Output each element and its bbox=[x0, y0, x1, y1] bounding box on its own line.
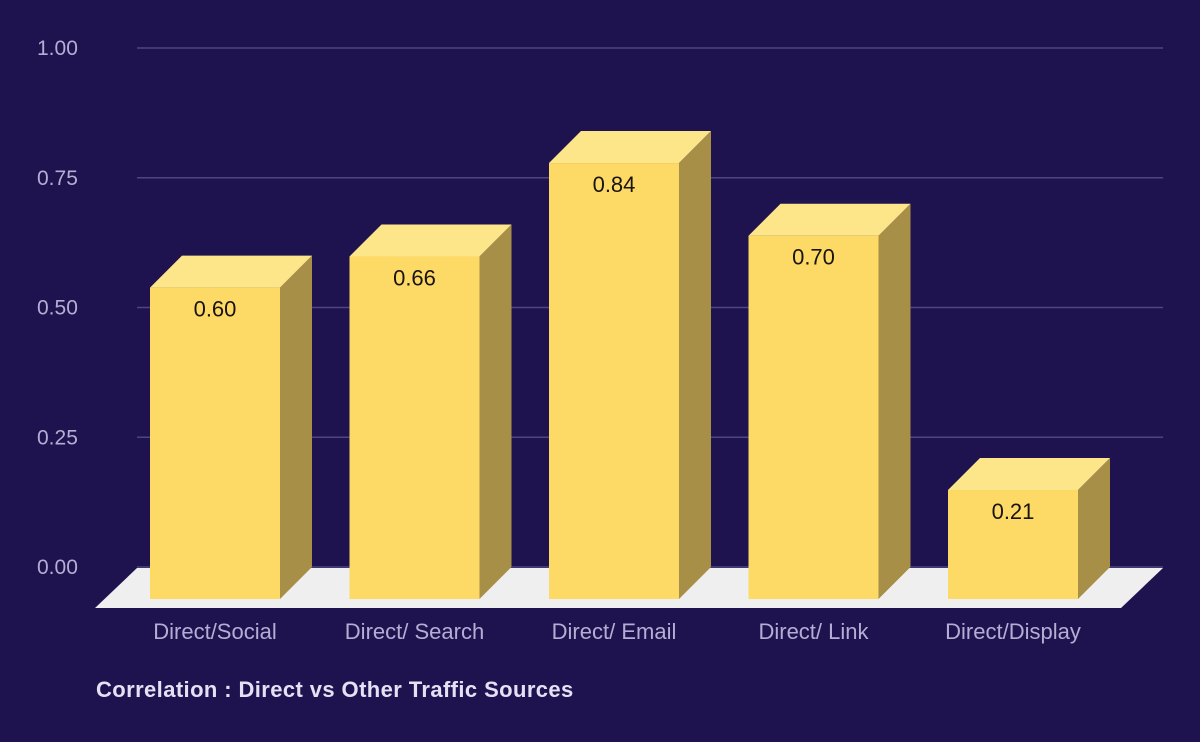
bar-side bbox=[878, 203, 911, 599]
bar-top bbox=[748, 203, 911, 236]
bar: 0.60 bbox=[150, 255, 312, 599]
bar-top bbox=[549, 131, 711, 164]
chart-title: Correlation : Direct vs Other Traffic So… bbox=[96, 677, 574, 702]
bar-top bbox=[948, 458, 1110, 491]
data-label: 0.66 bbox=[393, 265, 436, 290]
bar-front bbox=[549, 163, 679, 600]
y-tick-label: 0.00 bbox=[37, 556, 78, 579]
y-tick-label: 1.00 bbox=[37, 37, 78, 60]
bar-side bbox=[679, 131, 711, 600]
x-tick-label: Direct/ Search bbox=[345, 619, 484, 644]
bar: 0.70 bbox=[748, 203, 911, 599]
data-label: 0.70 bbox=[792, 245, 835, 270]
bars: 0.60 0.66 0.84 0.70 0.21 bbox=[150, 131, 1110, 600]
bar-side bbox=[479, 224, 512, 599]
x-tick-label: Direct/Social bbox=[153, 619, 276, 644]
bar-front bbox=[748, 235, 879, 599]
bar-front bbox=[948, 490, 1078, 599]
y-tick-label: 0.50 bbox=[37, 297, 78, 320]
bar: 0.21 bbox=[948, 458, 1110, 599]
bar-front bbox=[150, 287, 280, 599]
bar-front bbox=[349, 256, 480, 599]
bar-side bbox=[1078, 458, 1110, 599]
bar: 0.66 bbox=[349, 224, 512, 599]
x-tick-label: Direct/ Link bbox=[758, 619, 869, 644]
bar: 0.84 bbox=[549, 131, 711, 600]
x-tick-label: Direct/Display bbox=[945, 619, 1081, 644]
y-tick-label: 0.25 bbox=[37, 426, 78, 449]
data-label: 0.84 bbox=[593, 172, 636, 197]
y-tick-label: 0.75 bbox=[37, 167, 78, 190]
bar-top bbox=[150, 255, 312, 288]
y-axis-ticks: 0.00 0.25 0.50 0.75 1.00 bbox=[37, 37, 78, 579]
x-tick-label: Direct/ Email bbox=[552, 619, 677, 644]
data-label: 0.21 bbox=[992, 499, 1035, 524]
bar-side bbox=[280, 255, 312, 599]
bar-top bbox=[349, 224, 512, 257]
x-axis-ticks: Direct/Social Direct/ Search Direct/ Email… bbox=[153, 619, 1081, 644]
data-label: 0.60 bbox=[194, 297, 237, 322]
